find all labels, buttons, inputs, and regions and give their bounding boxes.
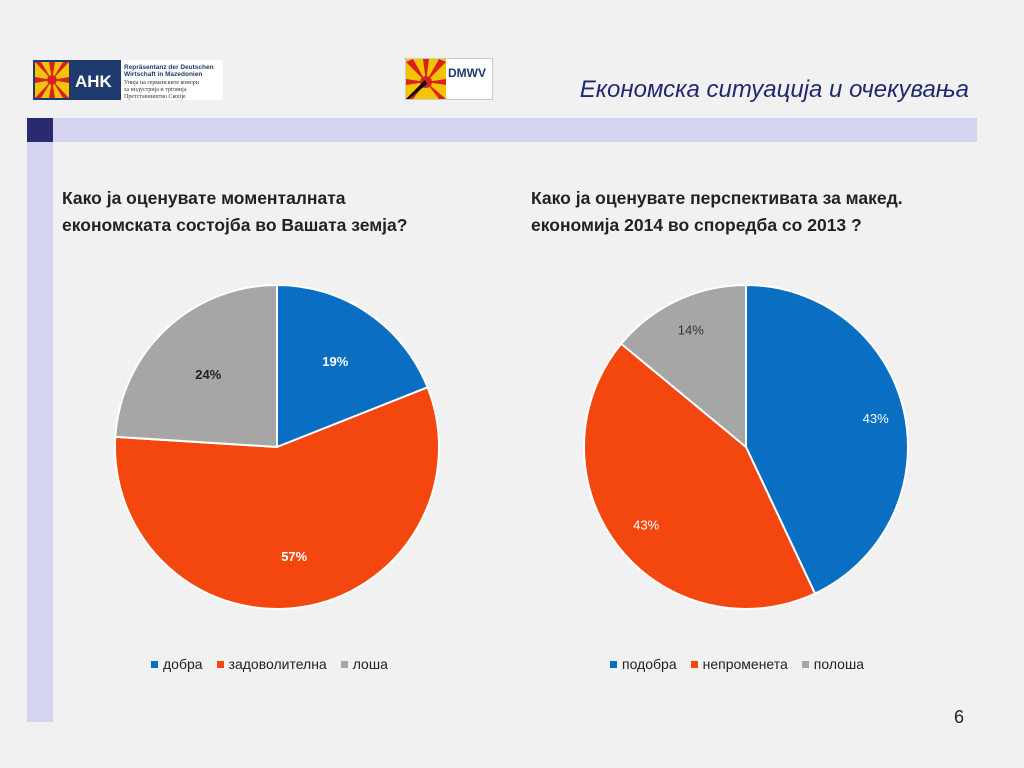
svg-text:Repräsentanz der Deutschen: Repräsentanz der Deutschen (124, 64, 214, 71)
slide-title: Економска ситуација и очекувања (579, 76, 969, 103)
chart-2-question: Како ја оценувате перспективата за макед… (531, 185, 903, 239)
legend-label: лоша (352, 656, 388, 672)
data-label: 43% (633, 517, 659, 532)
chart-2-legend: подобра непроменета полоша (610, 656, 864, 672)
data-label: 57% (281, 549, 307, 564)
legend-item: задоволителна (216, 656, 327, 672)
pie-slice-подобра (745, 283, 909, 595)
dmwv-logo: DMWV (405, 58, 493, 100)
svg-text:AHK: AHK (75, 72, 113, 91)
legend-item: лоша (340, 656, 388, 672)
legend-item: полоша (801, 656, 864, 672)
chart-1-question-line: Како ја оценувате моменталната (62, 188, 346, 208)
data-label: 24% (195, 367, 221, 382)
legend-swatch (151, 660, 158, 668)
chart-2-question-line: економија 2014 во споредба со 2013 ? (531, 215, 862, 235)
macedonian-flag-icon (406, 59, 446, 99)
legend-item: добра (151, 656, 203, 672)
chart-1-question-line: економската состојба во Вашата земја? (62, 215, 408, 235)
header-band (53, 118, 977, 142)
left-accent-bar (27, 118, 53, 722)
chart-1-question: Како ја оценувате моменталната економска… (62, 185, 407, 239)
data-label: 43% (863, 411, 889, 426)
page-number: 6 (953, 707, 964, 727)
legend-swatch (610, 660, 617, 668)
ahk-logo: AHK Repräsentanz der Deutschen Wirtschaf… (33, 60, 223, 100)
legend-swatch (690, 660, 698, 668)
macedonian-sun-icon (35, 62, 69, 98)
legend-label: задоволителна (228, 656, 327, 672)
chart-1-legend: добра задоволителна лоша (151, 656, 388, 672)
svg-text:Претставништво Скопје: Претставништво Скопје (124, 94, 186, 100)
legend-item: непроменета (690, 656, 788, 672)
legend-swatch (216, 660, 224, 668)
legend-label: полоша (813, 656, 864, 672)
left-accent-square (27, 118, 53, 142)
legend-label: добра (163, 656, 203, 672)
legend-swatch (340, 660, 348, 668)
svg-text:за индустрија и трговија: за индустрија и трговија (124, 87, 187, 93)
legend-label: непроменета (702, 656, 788, 672)
svg-text:DMWV: DMWV (448, 66, 486, 80)
data-label: 19% (322, 354, 348, 369)
chart-2-question-line: Како ја оценувате перспективата за макед… (531, 188, 903, 208)
data-label: 14% (678, 323, 704, 338)
pie-slice-непроменета (583, 342, 817, 610)
legend-item: подобра (610, 656, 677, 672)
pie-slice-добра (276, 283, 429, 449)
pie-slice-полоша (619, 283, 747, 450)
svg-text:Унија на германските комори: Унија на германските комори (124, 80, 200, 86)
svg-text:Wirtschaft in Mazedonien: Wirtschaft in Mazedonien (124, 71, 202, 78)
legend-label: подобра (622, 656, 677, 672)
pie-slice-лоша (114, 283, 278, 449)
legend-swatch (801, 660, 809, 668)
